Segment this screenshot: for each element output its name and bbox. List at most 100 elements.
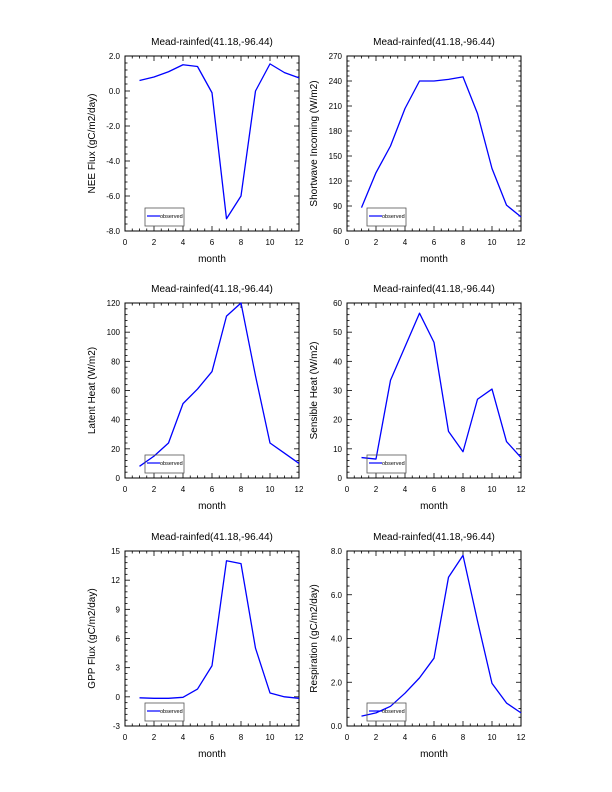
y-tick-label: 180 <box>329 127 343 136</box>
x-tick-label: 2 <box>152 238 157 247</box>
x-tick-label: 12 <box>517 238 526 247</box>
x-tick-label: 0 <box>123 485 128 494</box>
series-line-observed <box>360 76 522 218</box>
legend-box <box>144 207 185 227</box>
y-tick-label: -3 <box>113 722 121 731</box>
x-tick-label: 4 <box>403 485 408 494</box>
x-tick-label: 0 <box>345 485 350 494</box>
chart-title: Mead-rainfed(41.18,-96.44) <box>373 532 495 543</box>
y-tick-label: 9 <box>116 605 121 614</box>
y-tick-label: 0 <box>116 474 121 483</box>
legend-box <box>366 207 407 227</box>
y-tick-label: 15 <box>111 547 120 556</box>
x-tick-label: 10 <box>488 485 497 494</box>
y-tick-label: 150 <box>329 152 343 161</box>
y-tick-label: 50 <box>333 328 342 337</box>
y-axis-label: Sensible Heat (W/m2) <box>309 342 320 440</box>
x-tick-label: 6 <box>210 485 215 494</box>
series-line-observed <box>139 302 300 467</box>
y-tick-label: 2.0 <box>331 678 343 687</box>
chart-title: Mead-rainfed(41.18,-96.44) <box>151 532 273 543</box>
series-line-observed <box>361 312 522 460</box>
x-tick-label: 10 <box>266 238 275 247</box>
y-tick-label: 40 <box>111 416 120 425</box>
x-tick-label: 0 <box>345 238 350 247</box>
x-tick-label: 8 <box>461 238 466 247</box>
y-tick-label: 120 <box>329 177 343 186</box>
y-tick-label: 210 <box>329 102 343 111</box>
y-tick-label: 20 <box>333 416 342 425</box>
chart-title: Mead-rainfed(41.18,-96.44) <box>373 37 495 48</box>
chart-panel-6: Mead-rainfed(41.18,-96.44) 0 2 4 6 8 10 12 0.0 2.… <box>309 532 526 760</box>
chart-panel-4: Mead-rainfed(41.18,-96.44) 0 2 4 6 8 10 12 0 10 20… <box>309 284 526 512</box>
legend: observed <box>144 702 185 722</box>
plot-frame <box>124 550 300 727</box>
y-tick-label: 90 <box>333 202 342 211</box>
y-tick-label: -8.0 <box>106 227 120 236</box>
y-tick-label: 120 <box>107 299 121 308</box>
x-tick-label: 8 <box>239 238 244 247</box>
x-tick-label: 0 <box>123 733 128 742</box>
y-axis-label: Respiration (gC/m2/day) <box>309 584 320 692</box>
x-tick-label: 12 <box>517 485 526 494</box>
x-axis-label: month <box>198 501 226 512</box>
y-tick-label: 4.0 <box>331 635 343 644</box>
y-tick-label: 100 <box>107 328 121 337</box>
y-tick-label: 3 <box>116 664 121 673</box>
y-tick-label: -4.0 <box>106 157 120 166</box>
series-line-observed <box>361 554 522 717</box>
legend-box <box>144 454 185 474</box>
x-tick-label: 6 <box>432 485 437 494</box>
plot-frame <box>124 55 300 232</box>
x-axis-label: month <box>198 749 226 760</box>
legend: observed <box>366 702 407 722</box>
x-tick-label: 12 <box>295 238 304 247</box>
x-tick-label: 10 <box>488 238 497 247</box>
plot-frame <box>346 55 522 232</box>
x-axis-label: month <box>420 254 448 265</box>
legend: observed <box>144 207 185 227</box>
legend-box <box>366 702 407 722</box>
x-axis-label: month <box>420 749 448 760</box>
y-tick-label: 0.0 <box>331 722 343 731</box>
chart-panel-2: Mead-rainfed(41.18,-96.44) 0 2 4 6 8 10 12 60 90 1… <box>309 37 526 265</box>
y-tick-label: 12 <box>111 576 120 585</box>
legend-label: observed <box>382 709 405 715</box>
y-tick-label: 60 <box>333 227 342 236</box>
x-tick-label: 10 <box>488 733 497 742</box>
y-tick-label: 20 <box>111 445 120 454</box>
x-tick-label: 6 <box>210 238 215 247</box>
y-tick-label: 8.0 <box>331 547 343 556</box>
legend-label: observed <box>382 461 405 467</box>
series-line-observed <box>139 63 300 220</box>
x-tick-label: 4 <box>181 733 186 742</box>
y-tick-label: 40 <box>333 357 342 366</box>
y-tick-label: 80 <box>111 357 120 366</box>
x-tick-label: 8 <box>461 485 466 494</box>
x-axis-label: month <box>198 254 226 265</box>
y-tick-label: 6 <box>116 635 121 644</box>
x-tick-label: 4 <box>181 485 186 494</box>
chart-title: Mead-rainfed(41.18,-96.44) <box>151 37 273 48</box>
x-tick-label: 4 <box>403 238 408 247</box>
chart-panel-1: Mead-rainfed(41.18,-96.44) 0 2 4 6 8 10 12 -8.0 -… <box>87 37 304 265</box>
x-tick-label: 2 <box>374 485 379 494</box>
x-tick-label: 2 <box>152 733 157 742</box>
chart-panel-3: Mead-rainfed(41.18,-96.44)0 2 4 6 8 10 1202040… <box>87 284 304 512</box>
plot-frame <box>346 550 522 727</box>
x-tick-label: 8 <box>461 733 466 742</box>
y-axis-label: NEE Flux (gC/m2/day) <box>87 93 98 193</box>
legend-box <box>366 454 407 474</box>
y-tick-label: -6.0 <box>106 192 120 201</box>
legend: observed <box>366 454 407 474</box>
y-tick-label: 0 <box>338 474 343 483</box>
y-tick-label: 240 <box>329 77 343 86</box>
chart-title: Mead-rainfed(41.18,-96.44) <box>151 284 273 295</box>
legend-label: observed <box>160 709 183 715</box>
x-tick-label: 6 <box>432 733 437 742</box>
y-tick-label: 2.0 <box>109 52 121 61</box>
y-tick-label: 60 <box>111 387 120 396</box>
y-tick-label: 30 <box>333 387 342 396</box>
plot-frame <box>346 302 522 479</box>
